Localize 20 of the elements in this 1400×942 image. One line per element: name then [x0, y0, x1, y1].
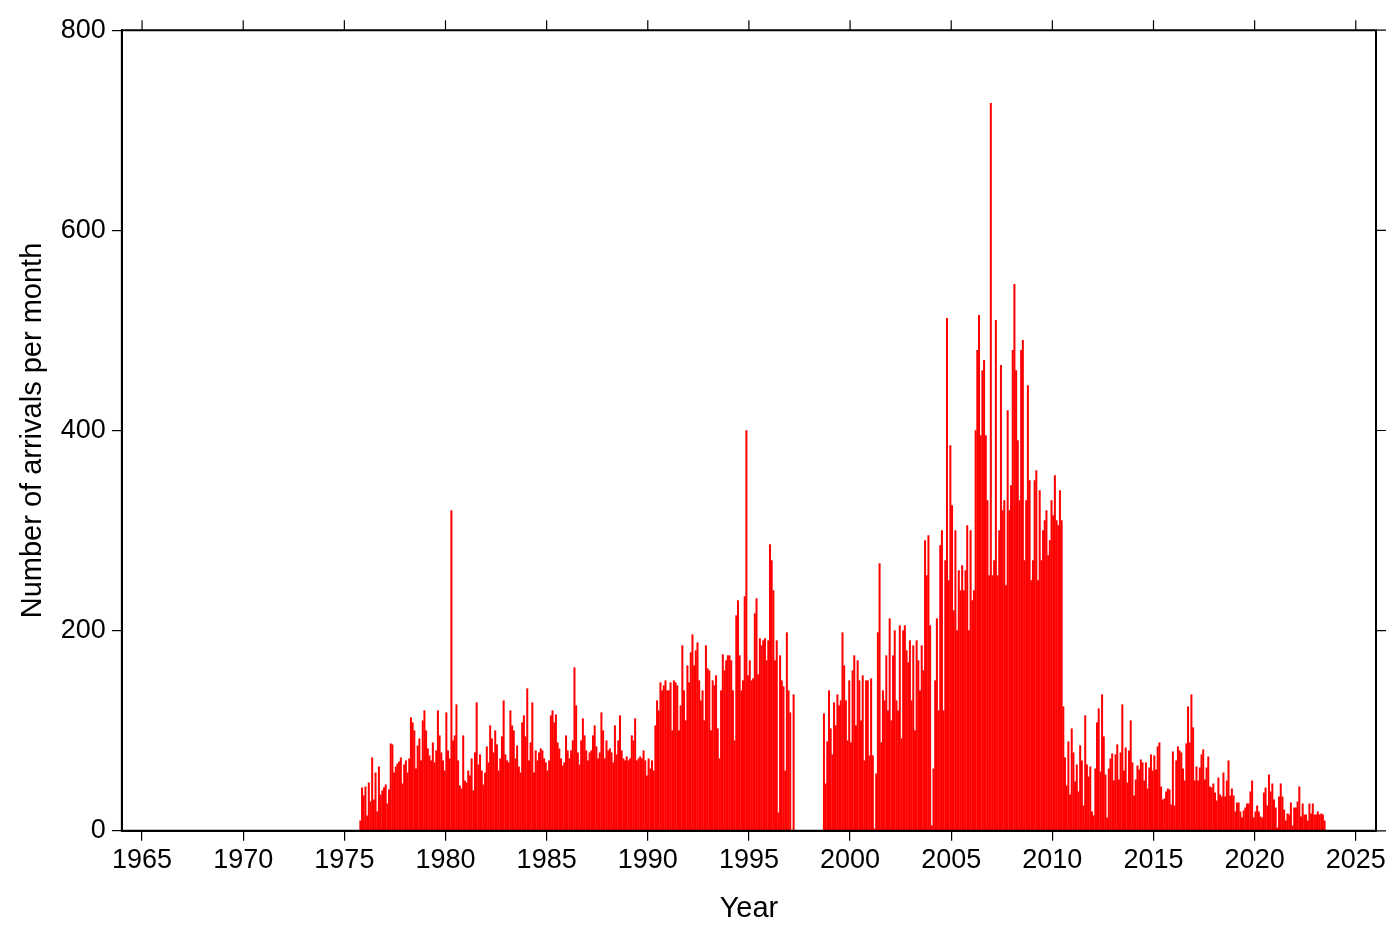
y-tick-label: 400	[60, 413, 106, 444]
x-tick-label: 2010	[1022, 844, 1083, 875]
x-tick-label: 1970	[213, 844, 274, 875]
y-axis-title: Number of arrivals per month	[15, 242, 48, 619]
x-tick-label: 1985	[516, 844, 577, 875]
y-tick-label: 200	[60, 614, 106, 645]
x-axis-title: Year	[719, 890, 779, 923]
x-tick-label: 2000	[820, 844, 881, 875]
y-tick-label: 0	[90, 814, 106, 845]
x-tick-label: 2005	[921, 844, 982, 875]
y-tick-label: 600	[60, 213, 106, 244]
y-tick-label: 800	[60, 13, 106, 44]
x-tick-label: 1965	[112, 844, 173, 875]
x-tick-label: 2020	[1224, 844, 1285, 875]
x-tick-label: 2015	[1123, 844, 1184, 875]
x-tick-label: 1975	[314, 844, 375, 875]
x-tick-label: 2025	[1325, 844, 1386, 875]
x-tick-label: 1995	[718, 844, 779, 875]
x-tick-label: 1980	[415, 844, 476, 875]
x-tick-label: 1990	[617, 844, 678, 875]
